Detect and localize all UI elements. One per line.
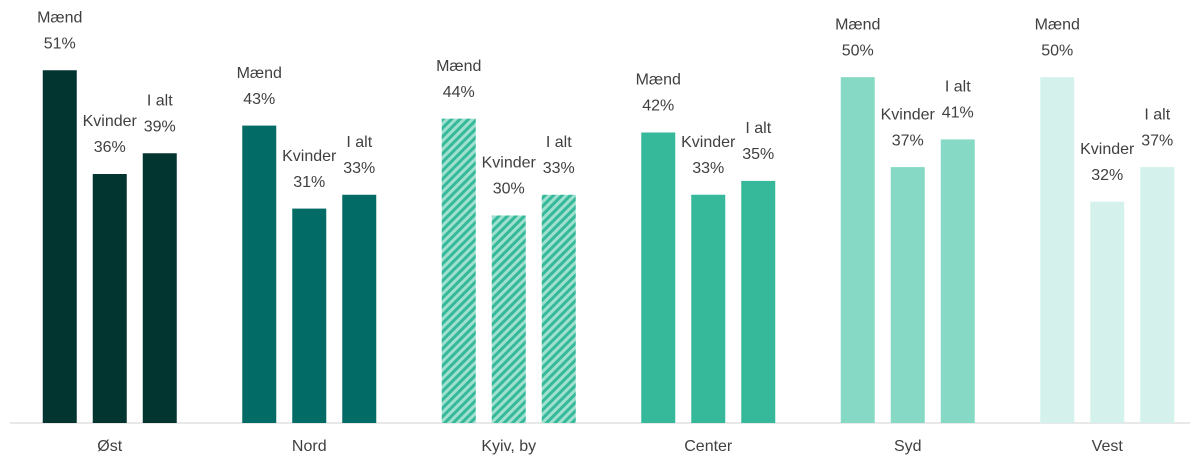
bar	[691, 194, 726, 423]
bar	[940, 139, 975, 423]
bar	[840, 77, 875, 424]
bar	[441, 118, 476, 424]
bar	[1140, 167, 1175, 423]
x-tick-label: Vest	[1092, 438, 1124, 455]
series-label: I alt	[346, 134, 372, 151]
value-label: 33%	[692, 160, 724, 177]
bar	[42, 70, 77, 423]
series-label: Kvinder	[1080, 141, 1135, 158]
x-tick-label: Center	[684, 438, 733, 455]
series-label: Kvinder	[282, 148, 337, 165]
value-label: 33%	[543, 160, 575, 177]
value-label: 51%	[44, 35, 76, 52]
value-label: 50%	[1041, 42, 1073, 59]
bar	[641, 132, 676, 423]
series-label: Kvinder	[482, 155, 537, 172]
x-tick-label: Kyiv, by	[481, 438, 536, 455]
bar	[92, 174, 127, 423]
series-label: Mænd	[436, 58, 481, 75]
value-label: 39%	[144, 118, 176, 135]
value-label: 44%	[443, 84, 475, 101]
series-label: Kvinder	[83, 113, 138, 130]
bar	[142, 153, 177, 423]
value-label: 30%	[493, 181, 525, 198]
x-tick-label: Øst	[97, 438, 122, 455]
value-label: 41%	[942, 105, 974, 122]
series-label: Mænd	[1035, 16, 1080, 33]
series-label: Mænd	[37, 9, 82, 26]
bar	[741, 180, 776, 423]
x-tick-label: Syd	[894, 438, 922, 455]
value-label: 33%	[343, 160, 375, 177]
value-label: 37%	[892, 132, 924, 149]
series-label: I alt	[745, 120, 771, 137]
value-label: 35%	[742, 146, 774, 163]
bar	[1040, 77, 1075, 424]
series-label: Mænd	[636, 72, 681, 89]
value-label: 31%	[293, 174, 325, 191]
bar	[292, 208, 327, 423]
series-label: Mænd	[835, 16, 880, 33]
series-label: I alt	[1144, 106, 1170, 123]
value-label: 42%	[642, 98, 674, 115]
bar	[1090, 201, 1125, 423]
series-label: Mænd	[237, 65, 282, 82]
bar	[342, 194, 377, 423]
value-label: 50%	[842, 42, 874, 59]
series-label: I alt	[945, 79, 971, 96]
value-label: 36%	[94, 139, 126, 156]
bar	[890, 167, 925, 423]
x-tick-label: Nord	[292, 438, 327, 455]
bar	[541, 194, 576, 423]
value-label: 32%	[1091, 167, 1123, 184]
series-label: I alt	[546, 134, 572, 151]
value-label: 43%	[243, 91, 275, 108]
value-label: 37%	[1141, 132, 1173, 149]
series-label: Kvinder	[881, 106, 936, 123]
series-label: Kvinder	[681, 134, 736, 151]
series-label: I alt	[147, 92, 173, 109]
bar	[242, 125, 277, 423]
bar	[491, 215, 526, 423]
